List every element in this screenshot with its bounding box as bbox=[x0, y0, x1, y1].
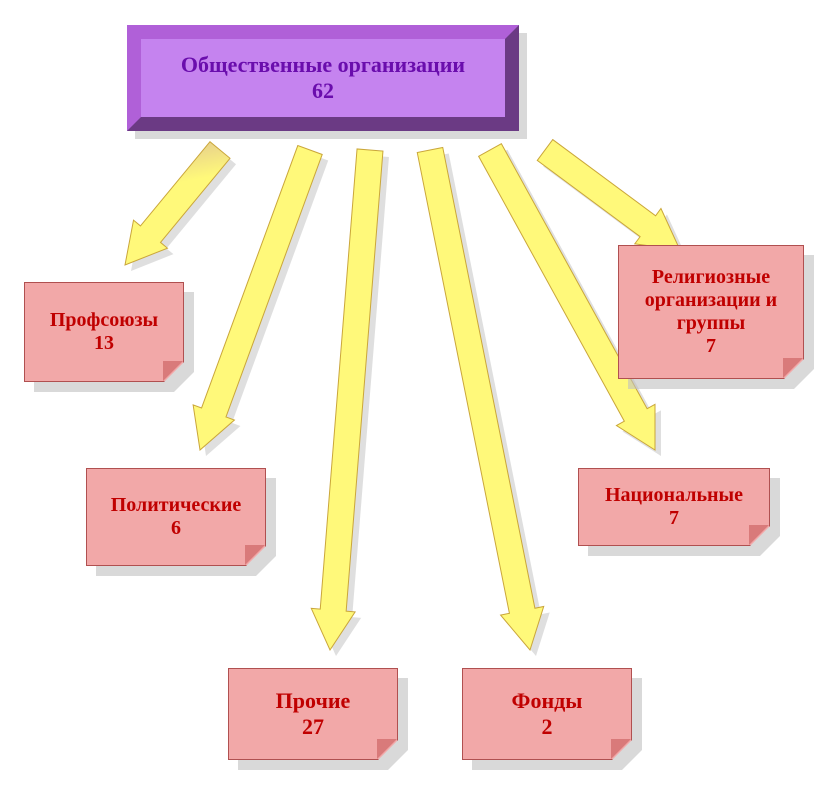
parent-box: Общественные организации 62 bbox=[127, 25, 519, 131]
arrow-shadow bbox=[314, 154, 398, 658]
child-value: 13 bbox=[94, 332, 114, 355]
parent-title: Общественные организации bbox=[181, 52, 465, 78]
child-value: 27 bbox=[302, 714, 324, 740]
child-label: Национальные bbox=[599, 484, 749, 507]
child-value: 6 bbox=[171, 517, 181, 540]
child-label: Политические bbox=[105, 494, 248, 517]
child-box-5: Фонды2 bbox=[462, 668, 632, 760]
child-label: Профсоюзы bbox=[44, 309, 164, 332]
arrow-shadow bbox=[114, 142, 243, 285]
child-box-4: Прочие27 bbox=[228, 668, 398, 760]
parent-value: 62 bbox=[312, 78, 334, 104]
arrow-3 bbox=[408, 146, 551, 655]
child-value: 7 bbox=[706, 335, 716, 358]
child-value: 7 bbox=[669, 507, 679, 530]
arrow-2 bbox=[308, 148, 392, 652]
arrow-shadow bbox=[185, 148, 336, 463]
child-label: Прочие bbox=[270, 688, 357, 714]
arrow-shadow bbox=[414, 152, 557, 661]
child-label: Фонды bbox=[506, 688, 589, 714]
child-box-3: Национальные7 bbox=[578, 468, 770, 546]
arrow-1 bbox=[179, 142, 330, 457]
child-box-1: Религиозные организации и группы7 bbox=[618, 245, 804, 379]
arrow-0 bbox=[108, 136, 237, 279]
child-box-0: Профсоюзы13 bbox=[24, 282, 184, 382]
child-box-2: Политические6 bbox=[86, 468, 266, 566]
child-value: 2 bbox=[542, 714, 553, 740]
child-label: Религиозные организации и группы bbox=[619, 266, 803, 335]
